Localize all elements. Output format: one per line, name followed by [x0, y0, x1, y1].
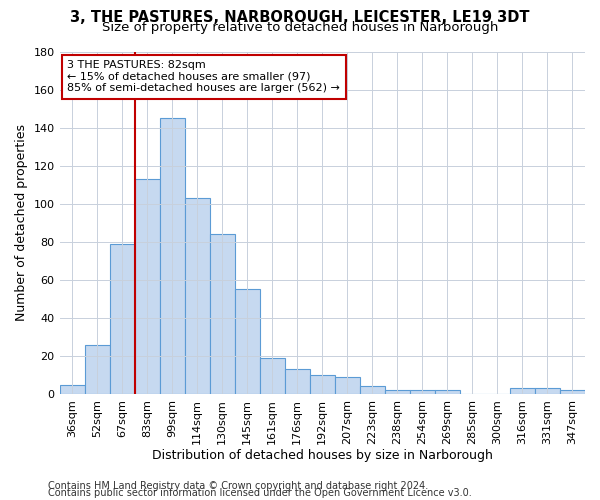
Bar [59, 384, 85, 394]
Text: 3 THE PASTURES: 82sqm
← 15% of detached houses are smaller (97)
85% of semi-deta: 3 THE PASTURES: 82sqm ← 15% of detached … [67, 60, 340, 94]
Text: Contains public sector information licensed under the Open Government Licence v3: Contains public sector information licen… [48, 488, 472, 498]
Bar [410, 390, 435, 394]
Bar [310, 375, 335, 394]
Text: Contains HM Land Registry data © Crown copyright and database right 2024.: Contains HM Land Registry data © Crown c… [48, 481, 428, 491]
Bar [435, 390, 460, 394]
Y-axis label: Number of detached properties: Number of detached properties [15, 124, 28, 322]
Bar [360, 386, 385, 394]
Bar [535, 388, 560, 394]
X-axis label: Distribution of detached houses by size in Narborough: Distribution of detached houses by size … [152, 450, 493, 462]
Bar [235, 290, 260, 394]
Bar [385, 390, 410, 394]
Bar [260, 358, 285, 394]
Bar [510, 388, 535, 394]
Bar [185, 198, 209, 394]
Bar [85, 344, 110, 394]
Bar [134, 179, 160, 394]
Bar [110, 244, 134, 394]
Bar [560, 390, 585, 394]
Text: 3, THE PASTURES, NARBOROUGH, LEICESTER, LE19 3DT: 3, THE PASTURES, NARBOROUGH, LEICESTER, … [70, 10, 530, 25]
Text: Size of property relative to detached houses in Narborough: Size of property relative to detached ho… [102, 21, 498, 34]
Bar [209, 234, 235, 394]
Bar [160, 118, 185, 394]
Bar [285, 370, 310, 394]
Bar [335, 377, 360, 394]
